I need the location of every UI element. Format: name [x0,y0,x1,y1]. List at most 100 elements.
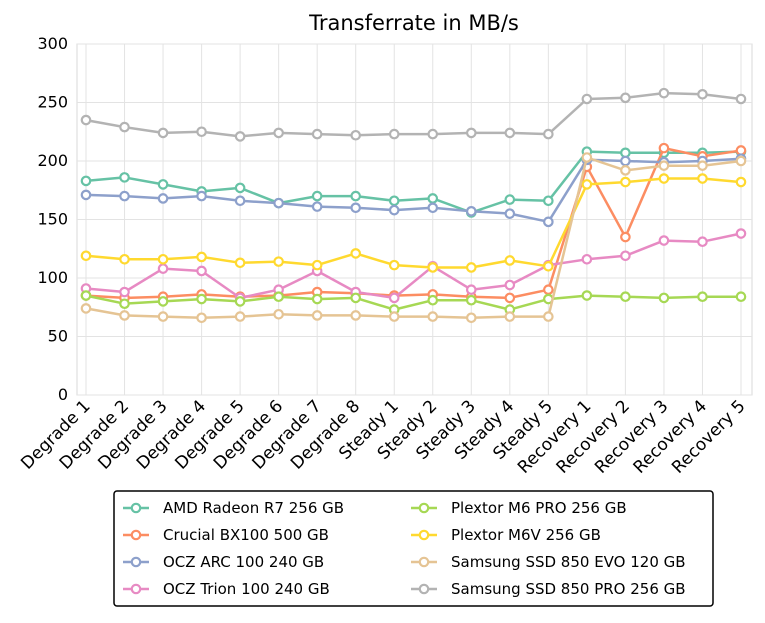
data-point [350,248,362,259]
y-tick-label: 50 [48,327,68,346]
data-point [80,189,92,201]
data-point [543,216,554,228]
data-point [119,286,130,298]
data-point [735,176,747,188]
series-line [85,177,742,269]
data-point [543,128,554,140]
series-line [85,150,742,214]
data-point [465,262,477,273]
legend-marker [130,502,142,514]
data-point [465,127,477,139]
data-point [427,311,439,322]
data-point [543,260,554,272]
data-point [80,303,92,314]
data-point [543,195,554,207]
data-point [234,131,246,142]
legend-marker [418,529,430,541]
data-point [620,250,631,262]
legend-label: Crucial BX100 500 GB [163,526,329,544]
data-point [620,176,631,188]
series-line [85,146,742,300]
data-point [234,257,246,269]
series-6 [80,152,747,324]
series-line [85,232,742,300]
data-point [735,93,747,105]
data-point [273,308,284,320]
data-point [311,310,323,321]
data-point [658,87,670,99]
data-point [388,204,400,216]
y-tick-label: 100 [37,268,68,287]
data-point [581,290,593,301]
data-point [119,190,130,202]
data-point [388,292,400,304]
data-point [504,194,516,205]
data-point [196,126,207,138]
legend-marker [130,556,142,568]
data-point [273,197,284,209]
legend-marker [130,529,142,541]
data-point [80,114,92,126]
data-point [311,293,323,305]
series-7 [80,87,747,142]
data-point [620,165,631,176]
legend-label: OCZ ARC 100 240 GB [163,553,324,571]
data-point [273,127,284,139]
legend-item: Samsung SSD 850 EVO 120 GB [411,553,686,571]
data-point [620,231,631,243]
data-point [504,255,516,266]
legend-item: OCZ ARC 100 240 GB [123,553,324,571]
y-tick-label: 250 [37,93,68,112]
data-point [735,291,747,303]
data-point [119,172,130,183]
series-line [85,294,741,311]
series-line [85,91,742,138]
data-point [311,190,323,202]
data-point [427,128,439,140]
data-point [350,202,362,214]
data-point [157,127,169,139]
data-point [504,208,516,219]
legend-item: AMD Radeon R7 256 GB [123,499,344,517]
data-point [427,193,439,204]
data-point [581,253,593,265]
data-point [388,195,400,207]
legend-marker [418,556,430,568]
y-tick-label: 300 [37,34,68,53]
legend-marker [418,502,430,514]
y-tick-label: 200 [37,151,68,170]
data-point [735,228,747,239]
data-point [350,310,362,321]
legend-label: Samsung SSD 850 EVO 120 GB [451,553,686,571]
data-point [620,291,631,303]
y-tick-label: 0 [58,385,68,404]
data-point [234,195,246,207]
legend-label: Samsung SSD 850 PRO 256 GB [451,580,686,598]
data-point [427,202,439,214]
data-point [157,311,169,322]
data-point [504,279,516,291]
data-point [543,311,554,322]
data-point [581,93,593,105]
data-point [427,262,439,273]
data-point [234,182,246,194]
data-point [311,128,323,140]
legend-box [113,490,714,607]
legend-item: Plextor M6V 256 GB [411,526,601,544]
legend-marker [130,583,142,595]
series-4 [80,290,747,315]
legend-item: OCZ Trion 100 240 GB [123,580,330,598]
legend-item: Plextor M6 PRO 256 GB [411,499,627,517]
data-point [465,294,477,306]
data-point [119,253,130,265]
data-point [504,311,516,322]
data-point [350,190,362,202]
data-point [80,250,92,262]
data-point [388,259,400,271]
data-point [427,294,439,306]
data-point [388,311,400,322]
data-point [196,190,207,202]
data-point [581,152,593,163]
data-point [196,265,207,277]
